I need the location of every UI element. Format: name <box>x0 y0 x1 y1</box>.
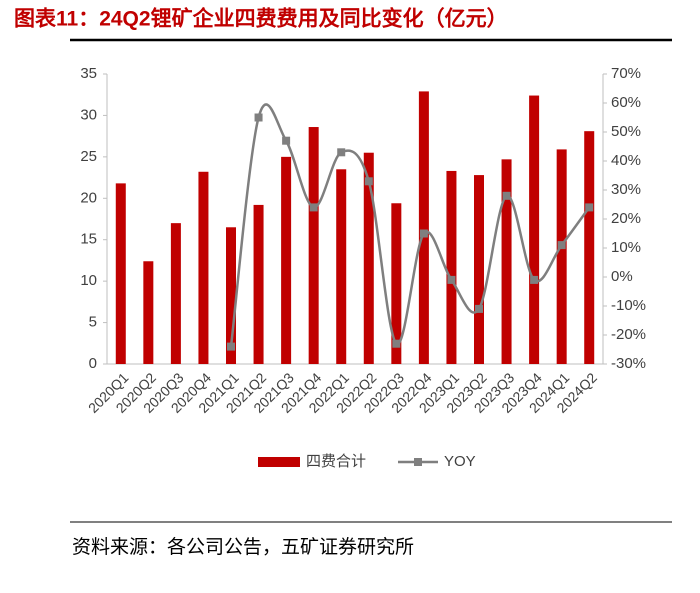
y-tick-label: 30 <box>80 106 97 123</box>
bar <box>363 152 374 364</box>
bar <box>474 175 484 364</box>
bar <box>253 204 264 364</box>
source: 资料来源：各公司公告，五矿证券研究所 <box>72 536 414 558</box>
y2-tick-label: -30% <box>611 355 646 372</box>
point <box>530 275 539 284</box>
point <box>282 136 291 145</box>
legend-swatch <box>258 457 300 467</box>
bar <box>556 149 567 364</box>
y2-tick-label: 70% <box>611 65 641 82</box>
point <box>309 203 318 212</box>
point <box>227 342 235 351</box>
y-tick-label: 25 <box>80 148 97 165</box>
y2-tick-label: 40% <box>611 152 641 169</box>
y2-tick-label: 50% <box>611 123 641 140</box>
point <box>502 191 511 200</box>
y-tick-label: 35 <box>80 65 97 82</box>
legend-marker <box>414 458 422 466</box>
y-tick-label: 20 <box>80 189 97 206</box>
bar <box>336 169 347 364</box>
point <box>392 339 401 348</box>
y2-tick-label: -20% <box>611 326 646 343</box>
y-tick-label: 10 <box>80 272 97 289</box>
bar <box>584 131 595 364</box>
y2-tick-label: -10% <box>611 297 646 314</box>
bar <box>418 91 429 365</box>
bar <box>115 183 126 364</box>
bar <box>143 261 154 364</box>
point <box>557 241 566 250</box>
bar <box>170 223 181 364</box>
line <box>229 103 591 347</box>
bar <box>529 95 540 365</box>
bar <box>391 203 402 364</box>
bar <box>446 170 457 364</box>
bar <box>226 227 236 364</box>
y2-tick-label: 10% <box>611 239 641 256</box>
point <box>585 203 594 212</box>
y-tick-label: 5 <box>89 314 97 331</box>
chart-title: 图表11：24Q2锂矿企业四费费用及同比变化（亿元） <box>14 7 508 31</box>
y2-tick-label: 60% <box>611 94 641 111</box>
y-tick-label: 15 <box>80 231 97 248</box>
point <box>447 275 456 284</box>
point <box>475 304 483 313</box>
bar <box>198 171 209 364</box>
bar <box>501 159 512 364</box>
y-tick-label: 0 <box>89 355 97 372</box>
y2-tick-label: 0% <box>611 268 633 285</box>
legend-label: 四费合计 <box>306 453 366 470</box>
point <box>364 177 373 186</box>
y2-tick-label: 30% <box>611 181 641 198</box>
bar <box>308 127 319 365</box>
y2-tick-label: 20% <box>611 210 641 227</box>
bar <box>281 156 292 364</box>
point <box>337 148 346 157</box>
point <box>419 229 428 238</box>
legend-label: YOY <box>444 453 476 470</box>
point <box>254 113 263 122</box>
